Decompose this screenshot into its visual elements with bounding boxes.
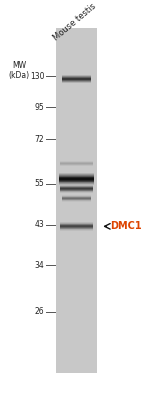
Bar <box>59 181 94 182</box>
Text: 72: 72 <box>35 135 44 144</box>
Bar <box>59 179 94 180</box>
Bar <box>59 173 94 174</box>
Text: 95: 95 <box>34 103 44 112</box>
Text: MW
(kDa): MW (kDa) <box>9 61 30 80</box>
Bar <box>59 182 94 183</box>
Bar <box>59 178 94 179</box>
Bar <box>59 174 94 175</box>
Bar <box>59 183 94 184</box>
Bar <box>59 177 94 178</box>
Text: 43: 43 <box>34 220 44 229</box>
Text: DMC1: DMC1 <box>111 221 142 231</box>
Text: 26: 26 <box>35 307 44 316</box>
Bar <box>59 176 94 177</box>
Text: 34: 34 <box>34 261 44 269</box>
Text: 55: 55 <box>34 179 44 188</box>
Bar <box>56 28 97 373</box>
Bar <box>59 175 94 176</box>
Bar <box>59 184 94 185</box>
Bar <box>59 180 94 181</box>
Text: 130: 130 <box>30 72 44 81</box>
Text: Mouse testis: Mouse testis <box>51 2 98 43</box>
